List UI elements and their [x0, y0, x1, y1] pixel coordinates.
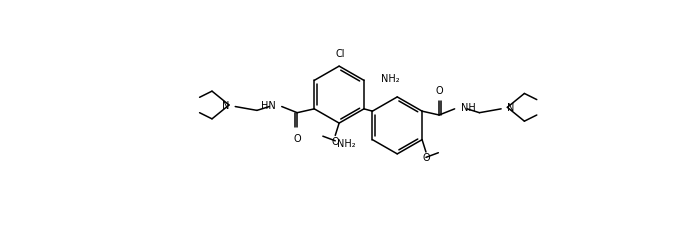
Text: O: O — [436, 86, 443, 96]
Text: NH₂: NH₂ — [336, 139, 355, 149]
Text: NH: NH — [461, 103, 475, 113]
Text: HN: HN — [261, 100, 276, 110]
Text: N: N — [222, 100, 229, 110]
Text: Cl: Cl — [336, 49, 346, 59]
Text: O: O — [332, 136, 339, 146]
Text: O: O — [422, 153, 430, 163]
Text: NH₂: NH₂ — [381, 74, 400, 84]
Text: O: O — [293, 133, 301, 143]
Text: N: N — [507, 103, 514, 113]
